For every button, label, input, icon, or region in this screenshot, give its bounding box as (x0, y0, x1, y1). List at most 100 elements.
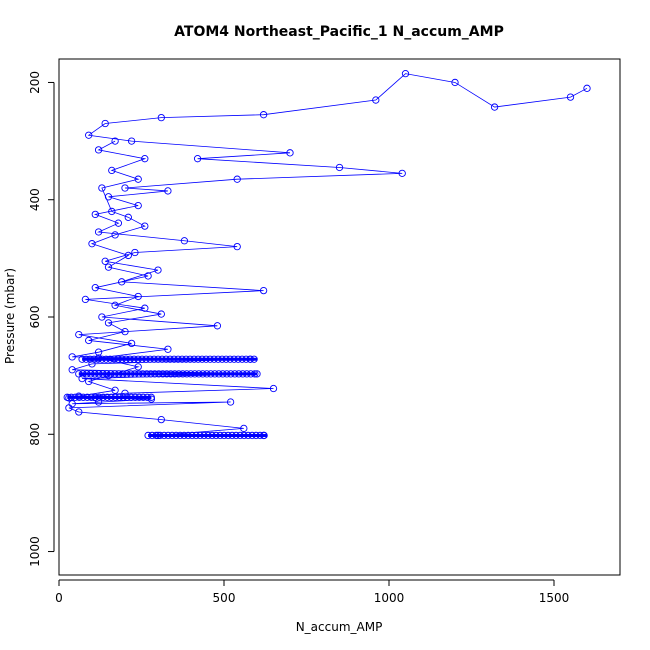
data-point (180, 237, 189, 245)
data-point (207, 370, 215, 378)
y-tick-label: 200 (28, 71, 42, 94)
data-point (218, 355, 226, 363)
data-point (286, 149, 294, 157)
data-point (170, 355, 178, 363)
data-point (239, 370, 247, 378)
data-point (83, 393, 91, 401)
data-point (65, 404, 73, 412)
data-point (141, 304, 149, 312)
data-point (166, 355, 174, 363)
data-point (252, 431, 260, 440)
data-point (135, 370, 143, 378)
data-point (142, 355, 150, 363)
data-point (94, 348, 103, 356)
data-point (222, 355, 230, 363)
data-point (583, 84, 591, 92)
data-point (146, 355, 154, 363)
data-point (335, 163, 344, 172)
y-tick-label: 1000 (28, 536, 42, 567)
data-point (68, 366, 76, 374)
data-point (240, 431, 248, 440)
data-point (139, 370, 147, 378)
data-point (94, 146, 103, 154)
data-point (171, 370, 179, 378)
data-point (144, 431, 152, 440)
data-point (75, 330, 83, 339)
data-point (191, 370, 199, 378)
data-point (134, 201, 142, 210)
data-point (94, 228, 103, 236)
data-point (490, 103, 499, 111)
data-point (172, 431, 180, 440)
data-point (126, 355, 134, 363)
data-point (182, 355, 190, 363)
data-point (118, 278, 126, 286)
data-point (160, 431, 168, 440)
data-point (75, 393, 83, 401)
data-point (106, 355, 114, 363)
data-point (111, 386, 119, 394)
data-point (75, 408, 83, 416)
data-point (81, 295, 90, 304)
data-point (95, 393, 103, 401)
data-point (101, 257, 109, 265)
data-point (210, 355, 218, 363)
data-point (220, 431, 228, 440)
data-point (164, 431, 172, 440)
data-point (143, 393, 151, 401)
data-point (372, 96, 380, 104)
data-point (198, 355, 206, 363)
data-point (212, 431, 220, 440)
data-point (123, 393, 131, 401)
data-point (211, 370, 219, 378)
data-point (103, 393, 111, 401)
data-point (127, 393, 135, 401)
data-point (127, 370, 135, 378)
data-point (111, 393, 119, 401)
data-point (213, 322, 222, 330)
data-point (247, 370, 255, 378)
data-point (214, 355, 222, 363)
data-point (178, 355, 186, 363)
data-point (104, 319, 113, 327)
data-point (127, 339, 136, 348)
data-point (141, 155, 149, 163)
data-point (206, 355, 214, 363)
data-point (147, 370, 155, 378)
data-point (108, 207, 116, 216)
data-point (174, 355, 182, 363)
data-point (130, 355, 138, 363)
data-point (401, 70, 410, 78)
data-point (115, 370, 123, 378)
data-point (238, 355, 246, 363)
data-point (108, 166, 116, 175)
data-point (102, 355, 110, 363)
data-point (91, 284, 99, 292)
data-point (124, 251, 132, 260)
data-point (202, 355, 210, 363)
data-point (141, 222, 149, 230)
data-point (227, 370, 235, 378)
data-point (215, 370, 223, 378)
data-point (87, 393, 95, 401)
data-point (192, 431, 200, 440)
x-tick-label: 1000 (374, 591, 405, 605)
data-point (67, 393, 75, 401)
data-point (91, 370, 99, 378)
data-point (110, 355, 118, 363)
data-point (155, 370, 163, 378)
data-point (167, 370, 175, 378)
data-point (234, 355, 242, 363)
data-point (204, 431, 212, 440)
data-point (157, 415, 165, 424)
x-axis: 0 500 1000 1500 (55, 579, 569, 605)
data-point (187, 370, 195, 378)
data-point (82, 355, 90, 363)
data-point (127, 137, 136, 145)
data-point (175, 370, 183, 378)
data-point (183, 370, 191, 378)
data-point (159, 370, 167, 378)
data-point (95, 370, 103, 378)
data-point (259, 111, 268, 119)
